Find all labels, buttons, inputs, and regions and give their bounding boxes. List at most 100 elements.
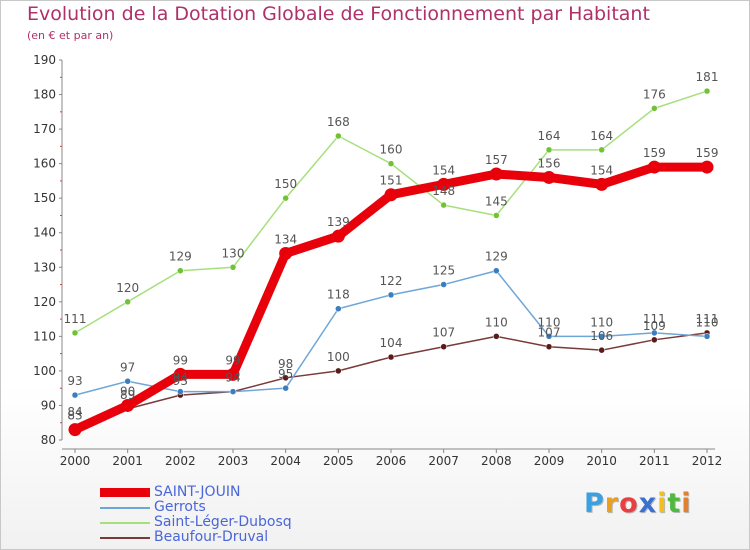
data-point: [700, 160, 714, 174]
data-label: 151: [380, 174, 403, 188]
data-label: 110: [696, 315, 719, 329]
data-label: 125: [432, 264, 455, 278]
data-point: [598, 146, 605, 154]
data-point: [493, 333, 500, 340]
data-point: [387, 291, 395, 299]
data-point: [229, 264, 237, 271]
data-point: [282, 194, 289, 202]
y-tick-label: 170: [33, 122, 56, 136]
data-label: 104: [380, 336, 403, 350]
x-tick-label: 2011: [639, 454, 670, 468]
data-label: 159: [643, 146, 666, 160]
y-tick-label: 180: [33, 88, 56, 102]
data-label: 129: [485, 250, 508, 264]
legend-item: Gerrots: [100, 500, 206, 515]
data-label: 168: [327, 115, 350, 129]
y-tick-label: 90: [41, 398, 56, 412]
data-label: 164: [590, 129, 613, 143]
data-label: 93: [173, 374, 188, 388]
data-point: [229, 388, 237, 395]
data-label: 84: [67, 405, 82, 419]
data-label: 110: [485, 315, 508, 329]
data-point: [440, 343, 447, 350]
y-tick-label: 130: [33, 260, 56, 274]
data-label: 97: [120, 360, 135, 374]
data-point: [545, 146, 553, 154]
data-label: 109: [643, 319, 666, 333]
data-point: [279, 246, 293, 260]
x-tick-label: 2005: [323, 454, 354, 468]
data-label: 148: [432, 184, 455, 198]
data-label: 94: [225, 371, 240, 385]
data-point: [651, 336, 658, 344]
x-tick-label: 2008: [481, 454, 512, 468]
legend-label: SAINT-JOUIN: [154, 484, 241, 500]
legend-swatch: [100, 521, 150, 524]
data-label: 156: [538, 156, 561, 170]
data-label: 99: [173, 353, 188, 367]
data-point: [71, 329, 79, 337]
x-tick-label: 2010: [586, 454, 617, 468]
legend-label: Gerrots: [154, 499, 206, 515]
data-label: 145: [485, 194, 508, 208]
data-label: 134: [274, 232, 297, 246]
x-tick-label: 2012: [692, 454, 723, 468]
data-label: 94: [225, 371, 240, 385]
data-label: 181: [696, 70, 719, 84]
data-label: 110: [590, 315, 613, 329]
data-label: 99: [225, 353, 240, 367]
x-tick-label: 2000: [60, 454, 91, 468]
y-tick-label: 140: [33, 226, 56, 240]
data-point: [71, 391, 79, 399]
data-label: 83: [67, 409, 82, 423]
data-point: [493, 212, 500, 219]
data-point: [651, 105, 658, 112]
data-label: 95: [278, 367, 293, 381]
y-tick-label: 110: [33, 329, 56, 343]
data-point: [335, 305, 342, 312]
legend-item: Beaufour-Druval: [100, 530, 268, 545]
chart-title: Evolution de la Dotation Globale de Fonc…: [27, 3, 650, 25]
data-label: 164: [538, 129, 561, 143]
data-label: 100: [327, 350, 350, 364]
chart-subtitle: (en € et par an): [27, 29, 114, 42]
data-point: [703, 333, 711, 340]
data-point: [384, 188, 398, 202]
x-tick-label: 2009: [534, 454, 565, 468]
legend-label: Beaufour-Druval: [154, 529, 269, 545]
data-point: [387, 160, 395, 167]
data-point: [124, 378, 131, 385]
legend-label: Saint-Léger-Dubosq: [154, 514, 292, 530]
x-tick-label: 2004: [270, 454, 301, 468]
x-tick-label: 2001: [112, 454, 143, 468]
data-label: 118: [327, 288, 350, 302]
data-point: [177, 388, 184, 395]
data-label: 159: [696, 146, 719, 160]
data-label: 150: [274, 177, 297, 191]
data-point: [440, 201, 447, 209]
proxiti-logo: Proxiti: [584, 488, 692, 519]
data-point: [121, 398, 135, 412]
data-label: 122: [380, 274, 403, 288]
data-label: 129: [169, 250, 192, 264]
data-point: [542, 170, 556, 184]
data-point: [173, 367, 187, 381]
legend-item: Saint-Léger-Dubosq: [100, 515, 292, 530]
x-tick-label: 2002: [165, 454, 196, 468]
legend-swatch: [100, 506, 150, 509]
data-point: [703, 87, 711, 95]
data-label: 130: [222, 246, 245, 260]
data-label: 110: [538, 315, 561, 329]
data-point: [282, 384, 289, 392]
data-point: [387, 353, 395, 361]
data-label: 98: [278, 357, 293, 371]
data-point: [489, 167, 503, 181]
y-tick-label: 150: [33, 191, 56, 205]
data-label: 154: [432, 163, 455, 177]
data-label: 94: [173, 371, 188, 385]
y-tick-label: 80: [41, 433, 56, 447]
y-tick-label: 160: [33, 157, 56, 171]
x-tick-label: 2003: [218, 454, 249, 468]
data-point: [493, 267, 500, 274]
